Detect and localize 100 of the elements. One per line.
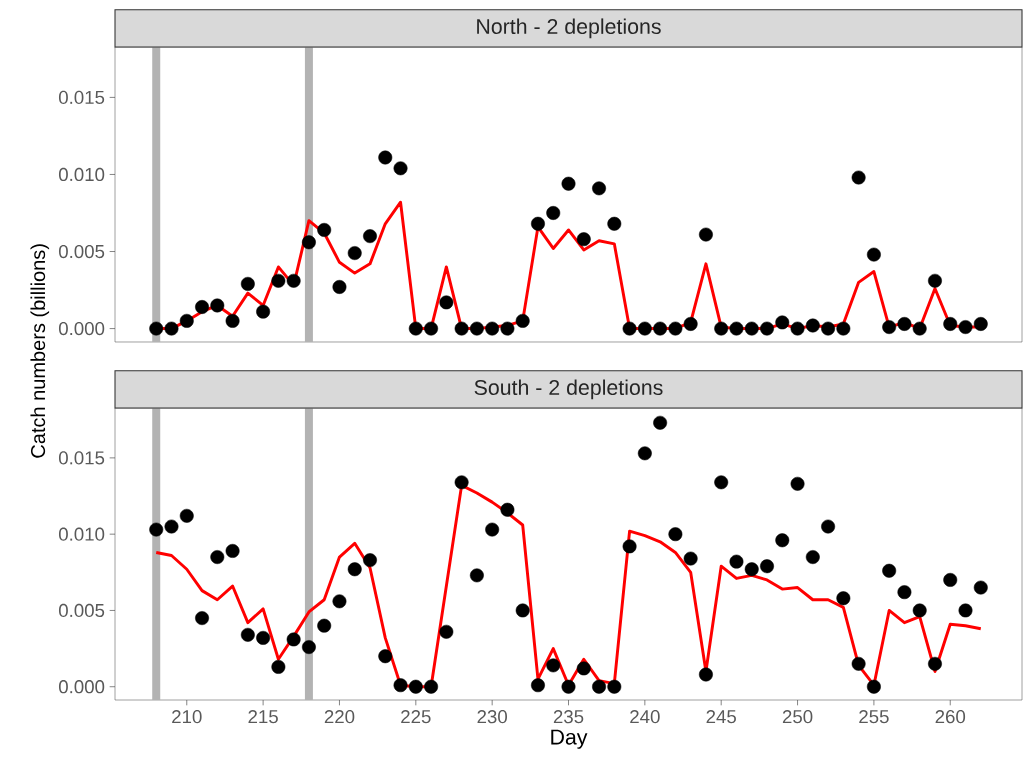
point <box>393 161 408 176</box>
point <box>683 551 698 566</box>
point <box>928 656 942 671</box>
point <box>821 519 836 534</box>
point <box>332 594 347 609</box>
point <box>653 321 668 336</box>
y-tick-label: 0.010 <box>58 527 105 541</box>
point <box>943 573 958 587</box>
point <box>179 313 194 328</box>
point <box>851 170 866 185</box>
point <box>775 533 790 548</box>
point <box>729 554 744 569</box>
x-tick-label: 220 <box>324 710 355 724</box>
point <box>836 591 851 606</box>
point <box>469 321 484 336</box>
point <box>225 544 240 558</box>
point <box>546 206 561 220</box>
point <box>714 321 729 336</box>
point <box>744 321 759 336</box>
point <box>744 562 759 577</box>
point <box>286 632 301 647</box>
x-tick-label: 210 <box>172 710 202 724</box>
x-tick-label: 250 <box>782 710 813 724</box>
point <box>240 276 255 291</box>
point <box>164 519 179 534</box>
point <box>271 659 286 674</box>
point <box>256 630 271 645</box>
point <box>714 475 729 490</box>
point <box>347 246 362 260</box>
point <box>729 321 744 336</box>
point <box>164 321 179 336</box>
point <box>378 150 393 165</box>
point <box>210 298 225 313</box>
point <box>897 317 912 331</box>
point <box>378 649 393 664</box>
point <box>408 321 423 336</box>
point <box>424 321 439 336</box>
point <box>897 585 912 600</box>
point <box>637 446 652 461</box>
point <box>363 229 377 244</box>
point <box>531 216 545 231</box>
point <box>424 679 439 694</box>
point <box>836 321 851 336</box>
point <box>515 603 530 618</box>
point <box>179 508 194 523</box>
point <box>576 232 591 247</box>
point <box>286 273 301 288</box>
point <box>454 475 469 490</box>
x-tick-label: 245 <box>706 710 736 724</box>
point <box>607 216 622 231</box>
point <box>912 321 927 336</box>
point <box>332 280 347 294</box>
point <box>866 679 881 694</box>
x-tick-label: 255 <box>859 710 889 724</box>
y-tick-label: 0.000 <box>58 321 105 336</box>
point <box>805 318 820 333</box>
point <box>317 618 332 633</box>
y-tick-label: 0.005 <box>58 244 105 259</box>
point <box>790 321 805 336</box>
x-tick-label: 230 <box>477 710 507 724</box>
point <box>698 227 713 242</box>
point <box>699 667 713 682</box>
point <box>866 247 881 262</box>
point <box>561 679 576 694</box>
point <box>546 658 561 673</box>
point <box>195 611 209 626</box>
y-tick-label: 0.005 <box>58 603 105 618</box>
point <box>668 527 683 542</box>
point <box>439 295 454 310</box>
y-tick-label: 0.010 <box>58 167 105 182</box>
point <box>928 273 942 288</box>
point <box>653 415 668 430</box>
point <box>637 321 652 336</box>
chart-title: North - 2 depletions <box>477 18 661 39</box>
x-tick-label: 260 <box>935 710 966 724</box>
x-tick-label: 240 <box>630 710 660 724</box>
point <box>973 317 988 331</box>
point <box>943 317 958 331</box>
point <box>790 476 805 491</box>
point <box>851 656 866 671</box>
point <box>347 562 362 577</box>
point <box>195 300 209 314</box>
x-axis-title: Day <box>551 729 588 749</box>
point <box>805 550 820 564</box>
point <box>408 679 423 694</box>
point <box>485 522 500 537</box>
point <box>561 176 576 191</box>
point <box>622 321 637 336</box>
point <box>439 624 454 639</box>
point <box>760 559 774 574</box>
y-tick-label: 0.000 <box>58 680 105 694</box>
point <box>531 678 545 693</box>
point <box>469 568 484 583</box>
point <box>760 321 774 336</box>
point <box>225 313 240 328</box>
point <box>393 678 408 693</box>
point <box>210 550 225 564</box>
point <box>912 603 927 618</box>
point <box>973 580 988 595</box>
point <box>668 321 683 336</box>
